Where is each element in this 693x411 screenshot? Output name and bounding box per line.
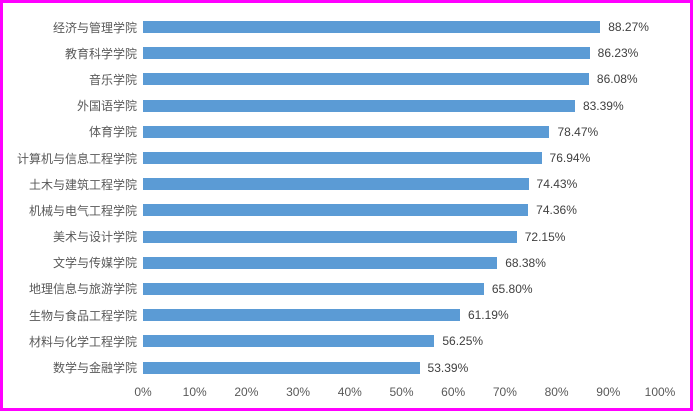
bar-track: 86.23% — [143, 46, 661, 60]
value-label: 56.25% — [442, 334, 484, 349]
bar-track: 53.39% — [143, 361, 661, 375]
bar-track: 88.27% — [143, 20, 661, 34]
value-label: 76.94% — [549, 151, 591, 166]
category-label: 地理信息与旅游学院 — [28, 282, 137, 297]
value-label: 78.47% — [557, 124, 599, 139]
bar-track: 68.38% — [143, 256, 661, 270]
x-axis-tick-label: 30% — [286, 385, 311, 399]
bar-track: 74.43% — [143, 177, 661, 191]
bar-row: 地理信息与旅游学院 65.80% — [3, 276, 661, 302]
category-label: 计算机与信息工程学院 — [16, 151, 137, 166]
bar-row: 生物与食品工程学院 61.19% — [3, 302, 661, 328]
bar-row: 计算机与信息工程学院 76.94% — [3, 145, 661, 171]
bar-row: 文学与传媒学院 68.38% — [3, 250, 661, 276]
bar-track: 83.39% — [143, 99, 661, 113]
x-axis-tick-label: 50% — [389, 385, 414, 399]
bar — [143, 204, 529, 217]
value-label: 83.39% — [582, 98, 624, 113]
category-label: 体育学院 — [88, 125, 137, 140]
category-label: 教育科学学院 — [64, 46, 137, 61]
category-label: 文学与传媒学院 — [52, 256, 137, 271]
x-axis-tick-label: 70% — [492, 385, 517, 399]
category-label: 土木与建筑工程学院 — [28, 177, 137, 192]
bar-track: 56.25% — [143, 334, 661, 348]
bar — [143, 73, 589, 86]
bar — [143, 152, 542, 165]
bar-row: 外国语学院 83.39% — [3, 93, 661, 119]
x-axis-tick-label: 60% — [441, 385, 466, 399]
bar-row: 经济与管理学院 88.27% — [3, 14, 661, 40]
bar — [143, 230, 517, 243]
bar-track: 86.08% — [143, 72, 661, 86]
category-label: 材料与化学工程学院 — [28, 334, 137, 349]
value-label: 68.38% — [505, 255, 546, 270]
value-label: 86.23% — [597, 46, 639, 61]
bar-track: 76.94% — [143, 151, 661, 165]
category-label: 机械与电气工程学院 — [28, 203, 137, 218]
category-label: 数学与金融学院 — [52, 361, 137, 376]
value-label: 72.15% — [524, 229, 566, 244]
bar-row: 教育科学学院 86.23% — [3, 40, 661, 66]
bar-track: 78.47% — [143, 125, 661, 139]
bar — [143, 178, 529, 191]
x-axis-tick-label: 100% — [644, 385, 676, 399]
x-axis-tick-label: 90% — [596, 385, 621, 399]
bar-row: 土木与建筑工程学院 74.43% — [3, 171, 661, 197]
bar-row: 音乐学院 86.08% — [3, 66, 661, 92]
bar-row: 材料与化学工程学院 56.25% — [3, 328, 661, 354]
bar — [143, 335, 435, 348]
bar — [143, 282, 484, 295]
x-axis-tick-label: 80% — [544, 385, 569, 399]
bar — [143, 47, 590, 60]
x-axis-tick-label: 40% — [337, 385, 362, 399]
category-label: 音乐学院 — [88, 72, 137, 87]
bar-track: 61.19% — [143, 308, 661, 322]
bar — [143, 256, 498, 269]
bar-chart-plot-area: 经济与管理学院 88.27% 教育科学学院 86.23% 音乐学院 86.08% 外国语学院… — [3, 14, 661, 381]
bar — [143, 21, 601, 34]
value-label: 86.08% — [596, 72, 638, 87]
bar-row: 美术与设计学院 72.15% — [3, 224, 661, 250]
x-axis-tick-label: 0% — [134, 385, 152, 399]
category-label: 生物与食品工程学院 — [28, 308, 137, 323]
category-label: 外国语学院 — [76, 99, 137, 114]
bar-track: 74.36% — [143, 203, 661, 217]
value-label: 74.36% — [536, 203, 577, 218]
value-label: 61.19% — [467, 308, 509, 323]
bar-track: 72.15% — [143, 230, 661, 244]
category-label: 经济与管理学院 — [52, 20, 137, 35]
value-label: 65.80% — [491, 281, 533, 296]
bar — [143, 99, 575, 112]
x-axis: 0% 10% 20% 30% 40% 50% 60% 70% 80% 90% 100% — [3, 385, 690, 403]
x-axis-tick-label: 10% — [182, 385, 207, 399]
value-label: 53.39% — [427, 360, 469, 375]
bar — [143, 125, 550, 138]
category-label: 美术与设计学院 — [52, 230, 137, 245]
value-label: 74.43% — [536, 177, 578, 192]
bar-row: 体育学院 78.47% — [3, 119, 661, 145]
bar-row: 机械与电气工程学院 74.36% — [3, 197, 661, 223]
bar — [143, 309, 460, 322]
value-label: 88.27% — [608, 20, 649, 35]
bar-track: 65.80% — [143, 282, 661, 296]
bar — [143, 361, 420, 374]
x-axis-tick-label: 20% — [234, 385, 259, 399]
bar-row: 数学与金融学院 53.39% — [3, 354, 661, 380]
